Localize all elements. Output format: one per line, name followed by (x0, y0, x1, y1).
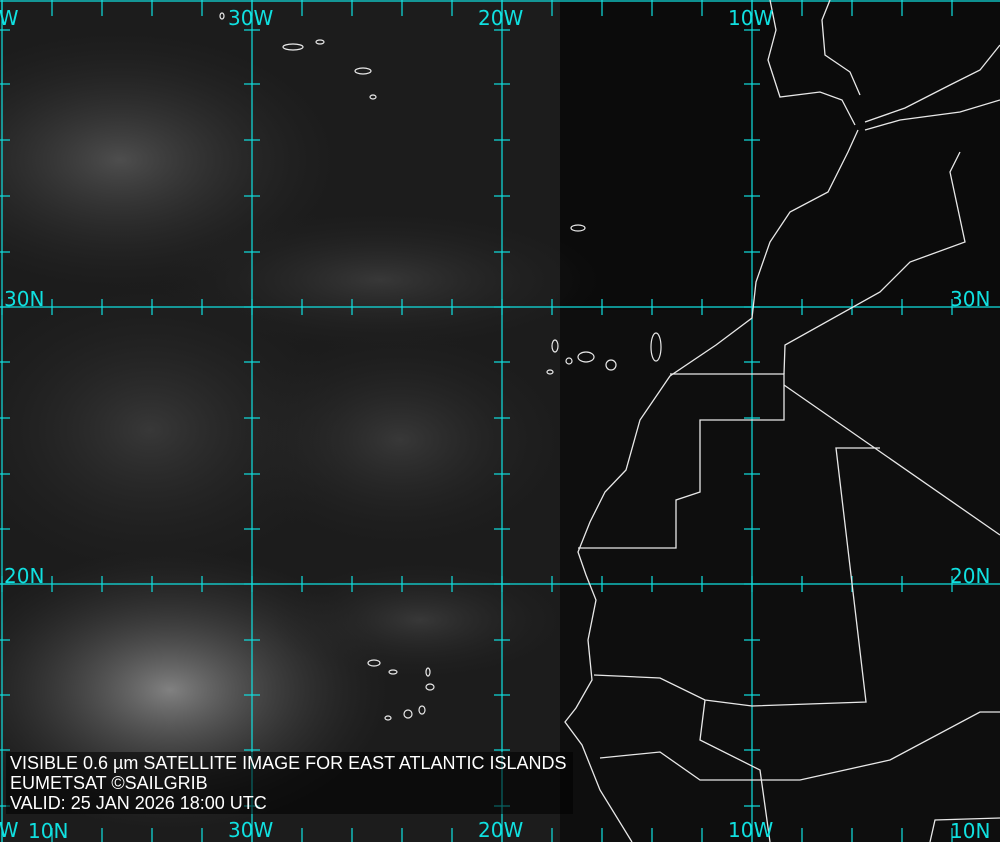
lat-label-right: 10N (950, 819, 991, 842)
lon-label-bottom: 10W (728, 818, 774, 842)
africa-west-coast (564, 129, 859, 842)
cape-verde-island (367, 659, 381, 667)
canary-island (551, 339, 559, 353)
lat-label-left: 30N (4, 287, 45, 311)
canary-island (577, 351, 595, 363)
lon-label-top: 10W (728, 6, 774, 30)
cape-verde-island (384, 715, 392, 721)
caption-source: EUMETSAT ©SAILGRIB (10, 773, 208, 793)
mali-border (699, 699, 771, 842)
western-sahara-border (578, 373, 785, 549)
lat-label-left: 10N (28, 819, 69, 842)
coastlines (564, 0, 1000, 842)
lon-label-bottom: 30W (228, 818, 274, 842)
lon-label-bottom: 0W (0, 818, 19, 842)
azores-island (369, 94, 377, 100)
islands (219, 12, 662, 721)
morocco-algeria-border (783, 151, 966, 375)
lat-label-left: 20N (4, 564, 45, 588)
azores-island (354, 67, 372, 75)
cape-verde-island (403, 709, 413, 719)
lat-label-right: 30N (950, 287, 991, 311)
azores-island (219, 12, 225, 20)
canary-island (565, 357, 573, 365)
madeira-island (570, 224, 586, 232)
africa-north-coast (864, 99, 1000, 131)
canary-island (605, 359, 617, 371)
cape-verde-island (418, 705, 426, 715)
lon-label-top: 30W (228, 6, 274, 30)
lon-label-bottom: 20W (478, 818, 524, 842)
cloud-band (270, 560, 570, 680)
lon-label-top: 20W (478, 6, 524, 30)
cape-verde-island (388, 669, 398, 675)
bottom-right-border (929, 817, 1000, 842)
canary-island (650, 332, 662, 362)
iberia-coast (767, 0, 856, 126)
lon-label-top: 0W (0, 6, 19, 30)
lat-label-right: 20N (950, 564, 991, 588)
caption-title: VISIBLE 0.6 µm SATELLITE IMAGE FOR EAST … (10, 753, 567, 773)
cape-verde-island (425, 683, 435, 691)
canary-island (546, 369, 554, 375)
image-caption: VISIBLE 0.6 µm SATELLITE IMAGE FOR EAST … (6, 752, 573, 814)
cape-verde-island (425, 667, 431, 677)
guinea-border (599, 711, 1000, 781)
mauritania-border (593, 447, 880, 707)
iberia-med (864, 44, 1000, 123)
iberia-east (821, 0, 861, 96)
cloud-band (0, 280, 350, 580)
azores-island (315, 39, 325, 45)
azores-island (282, 43, 304, 51)
cloud-band (230, 330, 570, 550)
mauritania-mali-border (783, 384, 1000, 536)
caption-valid-time: VALID: 25 JAN 2026 18:00 UTC (10, 793, 267, 813)
